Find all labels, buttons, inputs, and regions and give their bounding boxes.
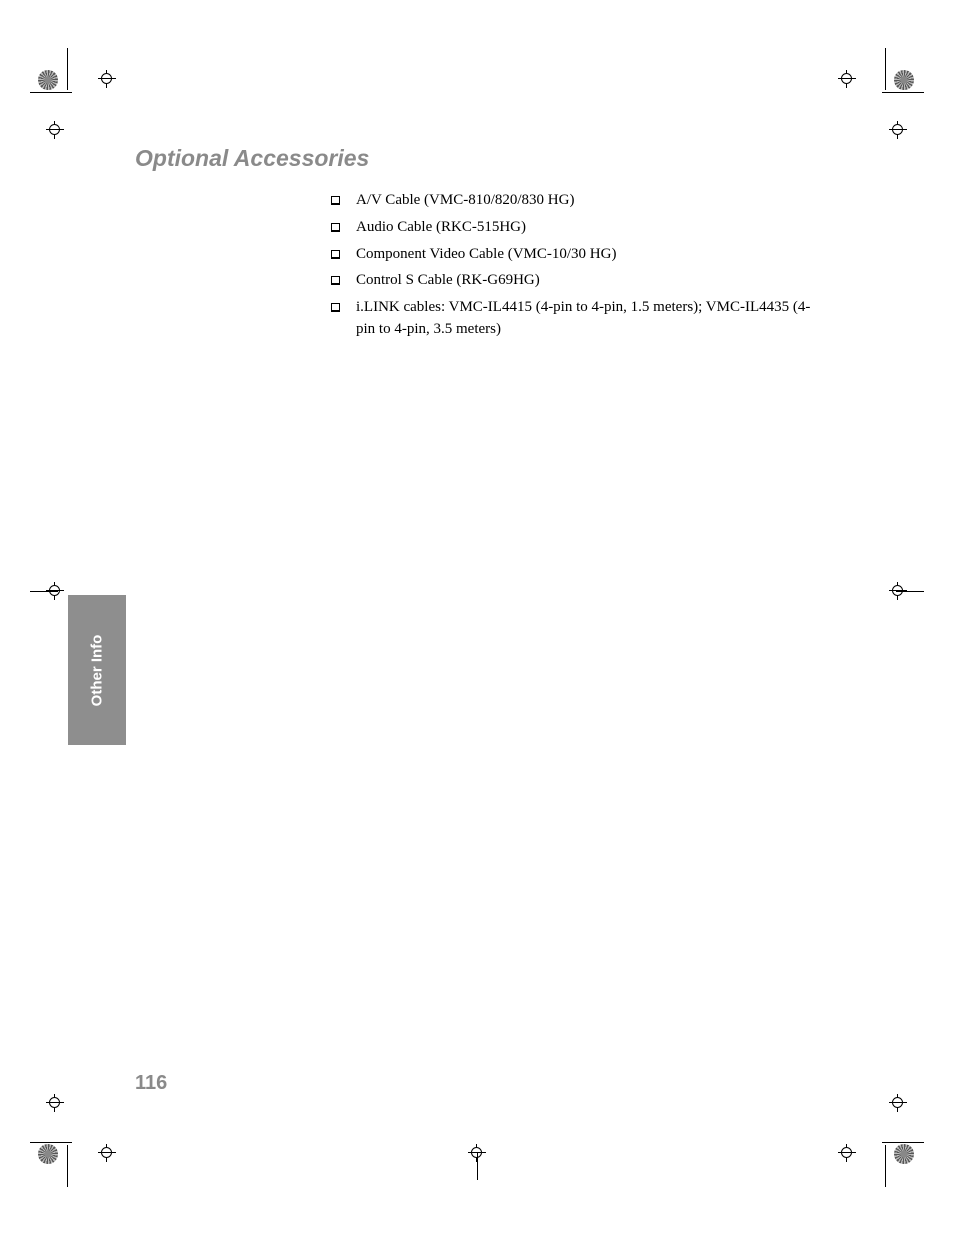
crop-mark [477,1152,478,1180]
page-number: 116 [135,1072,167,1095]
crosshair-icon [46,1094,64,1112]
crosshair-icon [889,121,907,139]
crosshair-icon [889,1094,907,1112]
registration-mark-icon [38,1144,58,1164]
bullet-icon [331,276,340,285]
list-item: Component Video Cable (VMC-10/30 HG) [331,244,825,266]
bullet-icon [331,196,340,205]
crosshair-icon [98,1144,116,1162]
crosshair-icon [98,70,116,88]
page-content: Optional Accessories A/V Cable (VMC-810/… [135,145,825,346]
section-tab-label: Other Info [89,634,106,706]
crop-mark [67,48,68,90]
list-item: Audio Cable (RKC-515HG) [331,217,825,239]
list-item: i.LINK cables: VMC-IL4415 (4-pin to 4-pi… [331,297,825,341]
crop-mark [30,92,72,93]
crop-mark [882,92,924,93]
crop-mark [67,1145,68,1187]
crosshair-icon [838,1144,856,1162]
crop-mark [885,48,886,90]
list-item-text: Component Video Cable (VMC-10/30 HG) [356,244,825,266]
list-item-text: Audio Cable (RKC-515HG) [356,217,825,239]
list-item: A/V Cable (VMC-810/820/830 HG) [331,190,825,212]
crop-mark [896,591,924,592]
section-heading: Optional Accessories [135,145,825,172]
crop-mark [30,1142,72,1143]
accessory-list: A/V Cable (VMC-810/820/830 HG) Audio Cab… [331,190,825,341]
list-item: Control S Cable (RK-G69HG) [331,270,825,292]
list-item-text: A/V Cable (VMC-810/820/830 HG) [356,190,825,212]
registration-mark-icon [894,1144,914,1164]
crop-mark [885,1145,886,1187]
bullet-icon [331,303,340,312]
bullet-icon [331,250,340,259]
registration-mark-icon [894,70,914,90]
list-item-text: Control S Cable (RK-G69HG) [356,270,825,292]
list-item-text: i.LINK cables: VMC-IL4415 (4-pin to 4-pi… [356,297,825,341]
bullet-icon [331,223,340,232]
section-tab: Other Info [68,595,126,745]
crosshair-icon [46,121,64,139]
registration-mark-icon [38,70,58,90]
crosshair-icon [838,70,856,88]
crop-mark [882,1142,924,1143]
crop-mark [30,591,58,592]
